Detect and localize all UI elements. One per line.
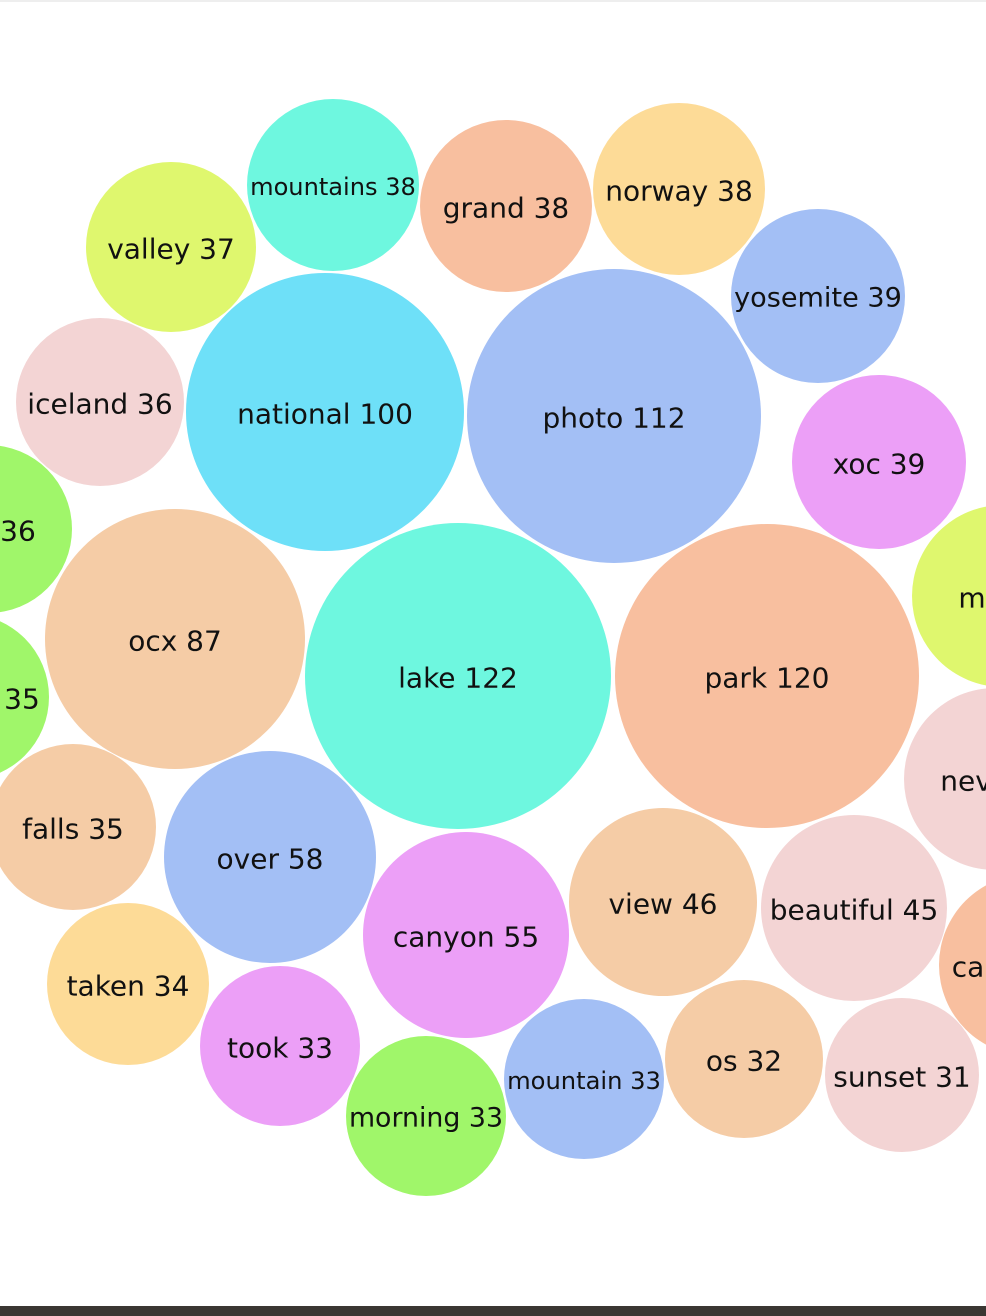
bubble-circle-over — [164, 751, 376, 963]
bubble-falls: falls 35 — [0, 744, 156, 910]
bubble-circle-view — [569, 808, 757, 996]
bubble-circle-national — [186, 273, 464, 551]
bubble-circle-valley — [86, 162, 256, 332]
bubble-label-ocx: ocx 87 — [128, 625, 222, 658]
bubble-took: took 33 — [200, 966, 360, 1126]
bubble-label-os: os 32 — [706, 1045, 782, 1078]
bubble-partial-27: ca — [939, 885, 986, 1045]
bubble-circle-partial-26 — [904, 688, 986, 870]
bubble-norway: norway 38 — [593, 103, 765, 275]
bubble-label-national: national 100 — [237, 398, 413, 431]
bubble-label-park: park 120 — [704, 662, 829, 695]
bubble-circle-sunset — [825, 998, 979, 1152]
bubble-circle-xoc — [792, 375, 966, 549]
bubble-circle-os — [665, 980, 823, 1138]
bubble-label-photo: photo 112 — [542, 402, 685, 435]
bubble-label-view: view 46 — [608, 888, 717, 921]
bubble-circle-morning — [346, 1036, 506, 1196]
bubble-circle-took — [200, 966, 360, 1126]
top-border — [0, 0, 986, 2]
bubble-partial-25: m — [912, 506, 986, 686]
bubble-taken: taken 34 — [47, 903, 209, 1065]
bubble-circle-falls — [0, 744, 156, 910]
bubble-label-valley: valley 37 — [107, 233, 235, 266]
bubble-ocx: ocx 87 — [45, 509, 305, 769]
bottom-bar — [0, 1306, 986, 1316]
bubble-circle-partial-27 — [939, 885, 986, 1045]
bubble-circle-norway — [593, 103, 765, 275]
bubble-label-sunset: sunset 31 — [833, 1061, 970, 1094]
bubble-partial-26: nev — [904, 688, 986, 870]
bubble-national: national 100 — [186, 273, 464, 551]
bubble-circle-mountain — [504, 999, 664, 1159]
bubble-mountains: mountains 38 — [247, 99, 419, 271]
bubble-over: over 58 — [164, 751, 376, 963]
bubble-park: park 120 — [615, 524, 919, 828]
bubble-label-falls: falls 35 — [22, 813, 124, 846]
bubble-morning: morning 33 — [346, 1036, 506, 1196]
bubble-label-iceland: iceland 36 — [27, 388, 172, 421]
bubble-sunset: sunset 31 — [825, 998, 979, 1152]
bubble-label-yosemite: yosemite 39 — [734, 283, 902, 314]
bubble-yosemite: yosemite 39 — [731, 209, 905, 383]
bubble-label-norway: norway 38 — [605, 175, 753, 208]
bubble-label-partial-16: 36 — [0, 515, 36, 548]
bubble-beautiful: beautiful 45 — [761, 815, 947, 1001]
bubble-circle-mountains — [247, 99, 419, 271]
bubble-label-xoc: xoc 39 — [833, 448, 926, 481]
bubble-label-over: over 58 — [217, 843, 324, 876]
bubble-circle-canyon — [363, 832, 569, 1038]
bubble-label-partial-25: m — [958, 582, 985, 615]
bubble-circle-ocx — [45, 509, 305, 769]
bubble-label-grand: grand 38 — [443, 192, 570, 225]
bubble-circle-beautiful — [761, 815, 947, 1001]
bubble-circle-partial-25 — [912, 506, 986, 686]
bubble-circle-taken — [47, 903, 209, 1065]
bubble-circle-photo — [467, 269, 761, 563]
bubble-label-partial-26: nev — [940, 765, 986, 798]
bubble-photo: photo 112 — [467, 269, 761, 563]
bubble-circle-yosemite — [731, 209, 905, 383]
bubble-label-beautiful: beautiful 45 — [770, 894, 939, 927]
bubble-circle-partial-16 — [0, 445, 72, 613]
bubble-canyon: canyon 55 — [363, 832, 569, 1038]
bubble-circle-iceland — [16, 318, 184, 486]
bubble-iceland: iceland 36 — [16, 318, 184, 486]
bubble-mountain: mountain 33 — [504, 999, 664, 1159]
bubble-view: view 46 — [569, 808, 757, 996]
bubble-circle-park — [615, 524, 919, 828]
bubble-label-canyon: canyon 55 — [393, 921, 539, 954]
bubble-label-took: took 33 — [227, 1032, 333, 1065]
bubble-circle-lake — [305, 523, 611, 829]
bubble-os: os 32 — [665, 980, 823, 1138]
bubble-label-partial-27: ca — [952, 951, 985, 984]
bubble-label-taken: taken 34 — [67, 970, 190, 1003]
bubble-grand: grand 38 — [420, 120, 592, 292]
bubble-circle-partial-17 — [0, 621, 49, 773]
bubble-circle-grand — [420, 120, 592, 292]
bubble-label-mountains: mountains 38 — [250, 173, 416, 201]
bubble-label-morning: morning 33 — [349, 1103, 503, 1134]
bubble-partial-16: 36 — [0, 445, 72, 613]
bubble-valley: valley 37 — [86, 162, 256, 332]
bubble-partial-17: 35 — [0, 621, 49, 773]
bubble-label-partial-17: 35 — [4, 683, 40, 716]
bubble-label-lake: lake 122 — [398, 662, 518, 695]
bubble-label-mountain: mountain 33 — [507, 1067, 661, 1095]
bubble-xoc: xoc 39 — [792, 375, 966, 549]
bubble-lake: lake 122 — [305, 523, 611, 829]
